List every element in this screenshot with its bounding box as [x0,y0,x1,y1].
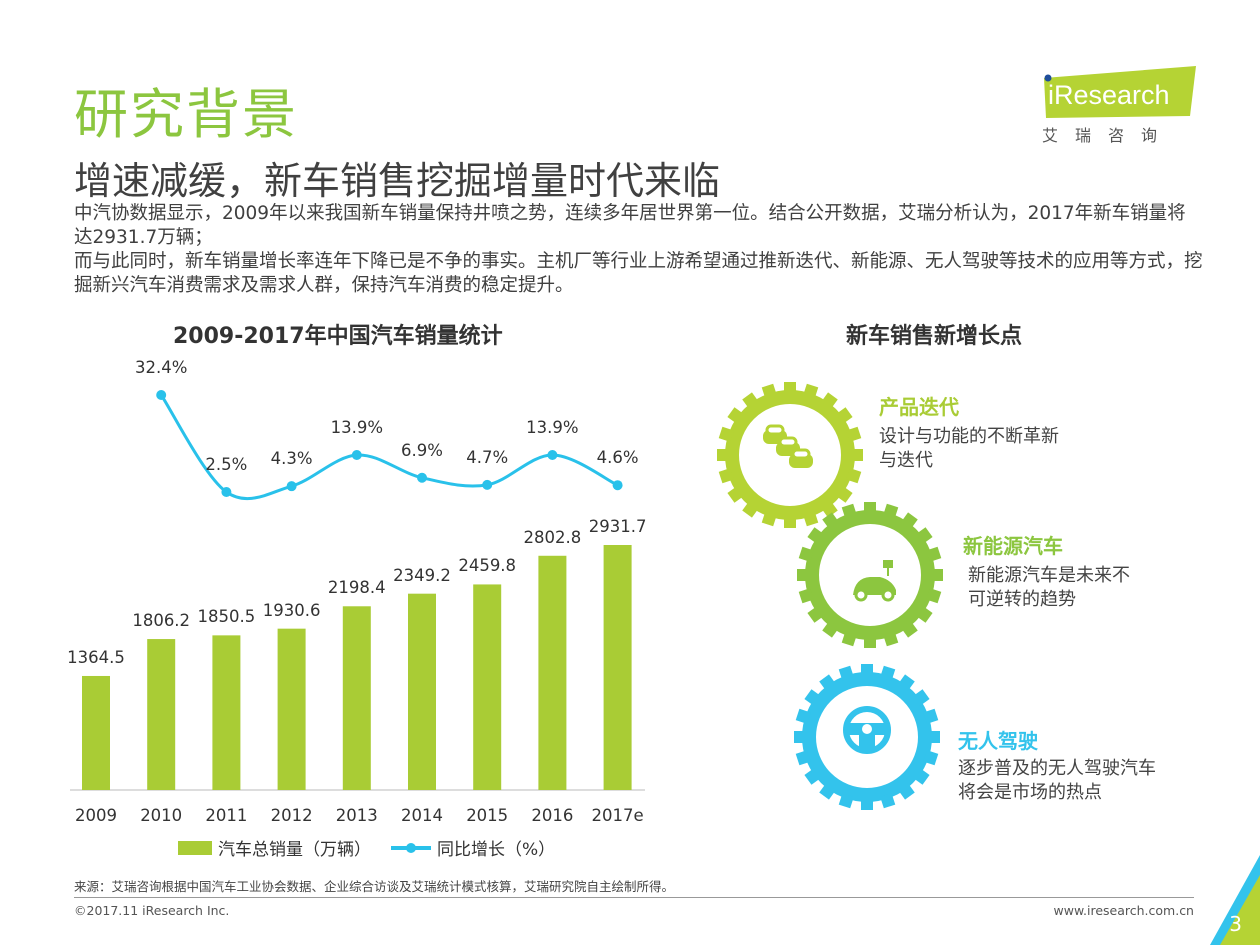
intro-text: 中汽协数据显示，2009年以来我国新车销量保持井喷之势，连续多年居世界第一位。结… [74,202,1204,298]
x-tick-label: 2014 [401,806,443,825]
growth-label: 13.9% [526,418,579,438]
x-tick-label: 2011 [205,806,248,825]
bar [538,555,567,790]
bar-label: 2349.2 [393,565,451,585]
bar-label: 2802.8 [523,527,582,547]
growth-point [221,487,232,497]
bar-label: 2459.8 [458,556,517,576]
logo-chinese: 艾瑞咨询 [1042,126,1175,145]
desc-line: 可逆转的趋势 [968,589,1076,610]
gears-graphic [717,382,943,810]
bar [603,545,632,790]
growth-heading: 新能源汽车 [963,534,1063,558]
growth-point [156,390,167,401]
legend-swatch-line [391,842,431,853]
chart-legend: 汽车总销量（万辆） 同比增长（%） [178,835,555,860]
legend-swatch-bar [178,840,212,855]
bar [473,584,502,790]
sales-chart [70,390,645,791]
growth-label: 32.4% [134,358,188,377]
x-tick-label: 2012 [270,806,313,825]
growth-label: 6.9% [401,440,443,460]
growth-point [547,450,558,461]
website-link[interactable]: www.iresearch.com.cn [1053,903,1195,918]
svg-text:iResearch: iResearch [1048,80,1170,110]
bar-label: 2198.4 [327,578,386,598]
desc-line: 逐步普及的无人驾驶汽车 [958,758,1156,779]
bar [82,675,110,790]
x-tick-label: 2009 [75,806,117,825]
bar [277,628,306,790]
x-tick-label: 2016 [531,806,574,825]
page-subtitle: 增速减缓，新车销售挖掘增量时代来临 [74,159,721,203]
cars-icon [763,424,813,468]
footer-divider [74,897,1194,898]
page-title: 研究背景 [74,83,298,146]
chart-title: 2009-2017年中国汽车销量统计 [173,324,503,349]
desc-line: 设计与功能的不断革新 [879,426,1059,447]
bar-label: 1364.5 [67,647,125,667]
growth-heading: 产品迭代 [879,395,959,419]
steering-wheel-icon [843,706,891,754]
growth-label: 13.9% [330,418,384,438]
bar [212,635,241,790]
bar-label: 2931.7 [588,517,647,536]
gear-new-energy [797,502,943,648]
x-tick-label: 2015 [466,806,509,825]
desc-line: 与迭代 [879,450,933,471]
electric-car-icon [853,560,896,602]
growth-line [159,394,619,501]
growth-desc: 设计与功能的不断革新 与迭代 [879,425,1059,473]
bar-label: 1930.6 [262,600,321,620]
bar [408,593,436,790]
desc-line: 将会是市场的热点 [958,782,1102,803]
growth-label: 4.3% [270,449,313,469]
source-note: 来源：艾瑞咨询根据中国汽车工业协会数据、企业综合访谈及艾瑞统计模式核算，艾瑞研究… [74,879,675,894]
iresearch-logo: iResearch [1044,66,1196,118]
growth-point [286,481,297,492]
intro-paragraph: 中汽协数据显示，2009年以来我国新车销量保持井喷之势，连续多年居世界第一位。结… [74,203,1186,248]
growth-point [482,479,493,490]
growth-point [417,472,427,483]
desc-line: 新能源汽车是未来不 [968,565,1130,586]
intro-paragraph: 而与此同时，新车销量增长率连年下降已是不争的事实。主机厂等行业上游希望通过推新迭… [74,251,1203,296]
growth-heading: 无人驾驶 [958,729,1038,753]
bar-label: 1806.2 [132,611,191,631]
growth-desc: 逐步普及的无人驾驶汽车 将会是市场的热点 [958,757,1156,805]
bar [342,606,371,790]
growth-point [612,480,623,491]
legend-label-growth: 同比增长（%） [437,840,556,860]
bar-label: 1850.5 [197,607,256,627]
growth-title: 新车销售新增长点 [846,324,1023,349]
gear-product [717,382,863,528]
gear-autonomous [794,664,940,810]
page-number: 3 [1229,912,1242,936]
x-tick-label: 2013 [335,806,378,825]
x-tick-label: 2010 [140,806,183,825]
copyright: ©2017.11 iResearch Inc. [74,903,230,918]
growth-desc: 新能源汽车是未来不 可逆转的趋势 [968,564,1130,612]
growth-point [351,450,362,461]
x-tick-label: 2017e [591,806,644,825]
legend-label-sales: 汽车总销量（万辆） [218,840,371,860]
growth-label: 4.7% [466,447,509,467]
growth-label: 2.5% [205,455,248,474]
growth-label: 4.6% [596,448,639,468]
corner-decoration [1210,855,1260,945]
bar [147,639,176,790]
